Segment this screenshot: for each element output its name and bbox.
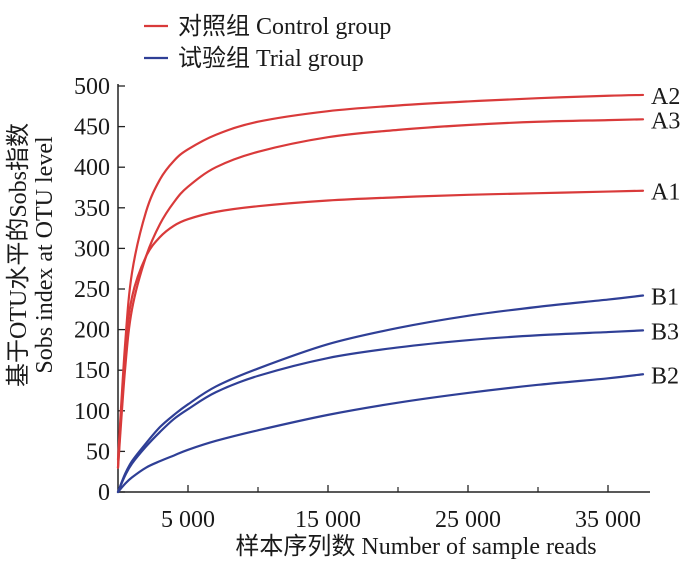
y-tick-label: 300	[74, 236, 110, 262]
x-tick-label: 35 000	[575, 507, 641, 533]
y-axis-label-en: Sobs index at OTU level	[32, 136, 58, 374]
y-axis-title: 基于OTU水平的Sobs指数 Sobs index at OTU level	[5, 123, 58, 387]
series-label-b1: B1	[651, 284, 679, 310]
series-label-a1: A1	[651, 180, 680, 206]
y-tick-label: 200	[74, 318, 110, 344]
x-tick-label: 15 000	[295, 507, 361, 533]
series-line-b3	[116, 329, 645, 494]
plot-area: 0 50 100 150 200 250 300 350 400 450 500 5 000 15 00…	[74, 74, 680, 533]
series-label-a3: A3	[651, 108, 680, 134]
x-tick-label: 5 000	[161, 507, 215, 533]
y-tick-label: 250	[74, 277, 110, 303]
legend-label: 对照组 Control group	[178, 13, 391, 40]
y-tick-label: 0	[98, 480, 110, 506]
y-tick-label: 150	[74, 358, 110, 384]
series-line-b1	[116, 294, 645, 494]
legend: 对照组 Control group 试验组 Trial group	[144, 13, 391, 72]
x-axis-title: 样本序列数 Number of sample reads	[235, 533, 596, 560]
y-tick-label: 500	[74, 74, 110, 100]
series-line-b2	[116, 373, 645, 494]
y-axis-label-cn: 基于OTU水平的Sobs指数	[5, 123, 32, 387]
series-label-b2: B2	[651, 363, 679, 389]
series-line-a2	[116, 93, 645, 461]
y-tick-label: 350	[74, 196, 110, 222]
legend-label: 试验组 Trial group	[178, 45, 364, 72]
series-line-a1	[116, 189, 645, 469]
y-tick-label: 50	[86, 439, 110, 465]
x-tick-label: 25 000	[435, 507, 501, 533]
series-label-a2: A2	[651, 84, 680, 110]
y-tick-label: 400	[74, 155, 110, 181]
y-tick-label: 100	[74, 399, 110, 425]
series-line-a3	[116, 118, 645, 469]
series-label-b3: B3	[651, 319, 679, 345]
y-tick-label: 450	[74, 115, 110, 141]
